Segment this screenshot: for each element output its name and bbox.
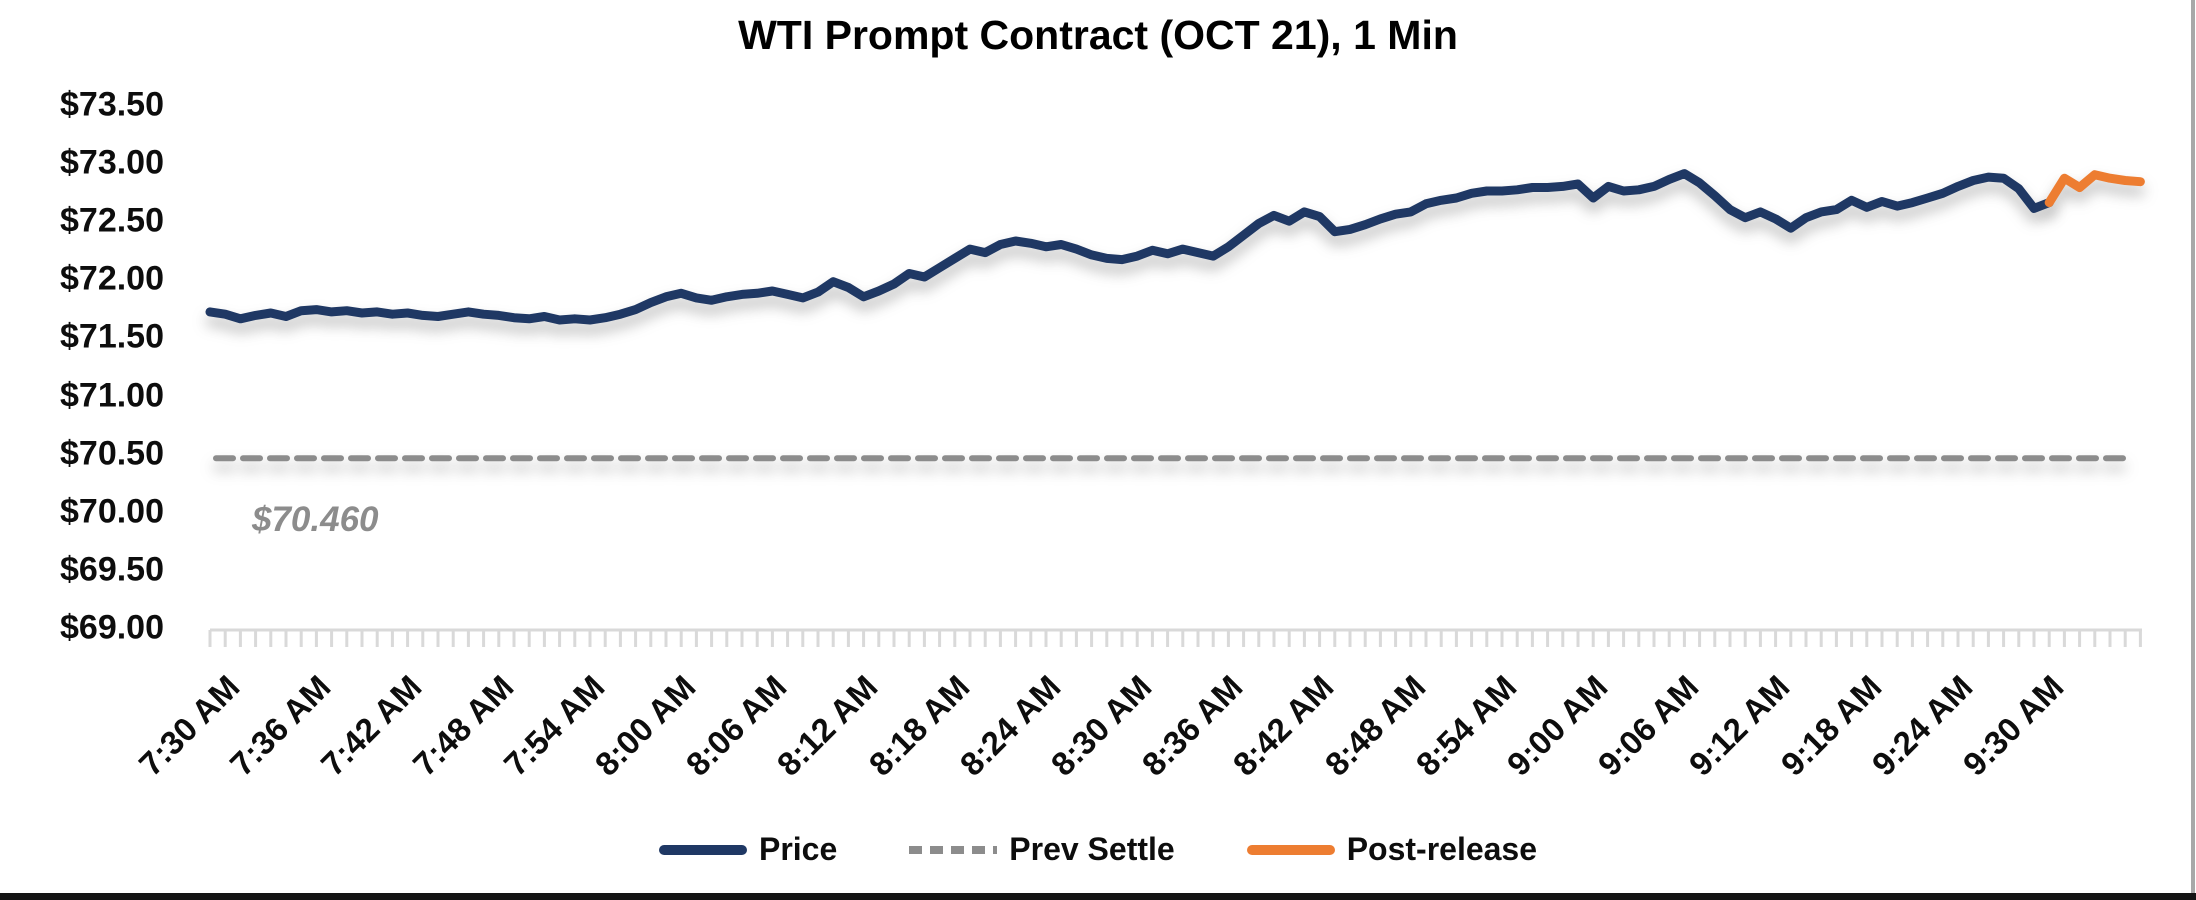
y-axis-tick-label: $73.50 [60,85,164,124]
chart-legend: Price Prev Settle Post-release [0,831,2196,868]
post-release-line [2044,170,2145,208]
prev-settle-dashed-line-sample-icon [909,845,998,854]
prev-settle-value-annotation: $70.460 [252,500,379,539]
chart-title: WTI Prompt Contract (OCT 21), 1 Min [738,12,1458,58]
x-axis-ticks [208,628,2142,647]
price-line [205,169,2054,325]
y-axis-tick-label: $71.00 [60,376,164,415]
legend-label-price: Price [758,831,838,867]
legend-item-post-release: Post-release [1246,831,1538,868]
post-release-line-sample-icon [1246,844,1335,855]
y-axis-tick-label: $70.50 [60,434,164,473]
window-bottom-edge [0,893,2196,900]
price-line-sample-icon [658,844,747,855]
y-axis-tick-label: $72.00 [60,259,164,298]
legend-label-post-release: Post-release [1346,831,1538,867]
y-axis-tick-label: $69.00 [60,608,164,647]
y-axis-tick-label: $72.50 [60,201,164,240]
legend-label-prev-settle: Prev Settle [1009,831,1175,867]
y-axis-tick-label: $73.00 [60,143,164,182]
y-axis-tick-label: $71.50 [60,317,164,356]
legend-item-price: Price [658,831,838,868]
window-right-edge [2191,0,2195,900]
y-axis-tick-label: $69.50 [60,550,164,589]
legend-item-prev-settle: Prev Settle [909,831,1175,868]
y-axis-tick-label: $70.00 [60,492,164,531]
